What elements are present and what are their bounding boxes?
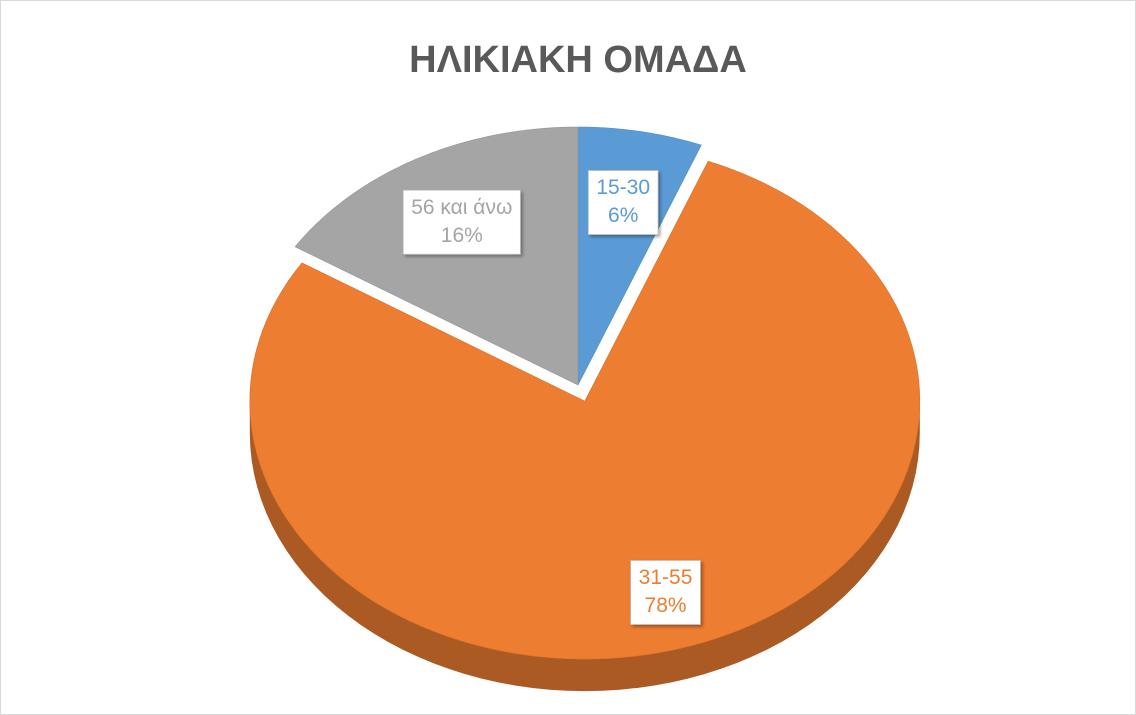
chart-title: ΗΛΙΚΙΑΚΗ ΟΜΑΔΑ — [409, 39, 747, 81]
data-label: 15-30 6% — [587, 170, 659, 235]
slice — [249, 160, 921, 660]
data-label-box — [402, 189, 521, 255]
data-label-value: 16% — [441, 224, 483, 247]
data-label-category: 56 και άνω — [411, 196, 512, 219]
data-label-category: 31-55 — [639, 566, 693, 589]
data-labels: 15-30 6% 31-55 78% 56 και άνω 16% — [402, 170, 701, 625]
data-label: 56 και άνω 16% — [402, 189, 521, 255]
data-label-category: 15-30 — [596, 176, 650, 199]
pie — [249, 126, 921, 692]
data-label-value: 6% — [608, 204, 638, 227]
data-label-box — [587, 170, 659, 235]
data-label: 31-55 78% — [630, 560, 701, 625]
data-label-box — [630, 560, 701, 625]
data-label-value: 78% — [645, 594, 687, 617]
